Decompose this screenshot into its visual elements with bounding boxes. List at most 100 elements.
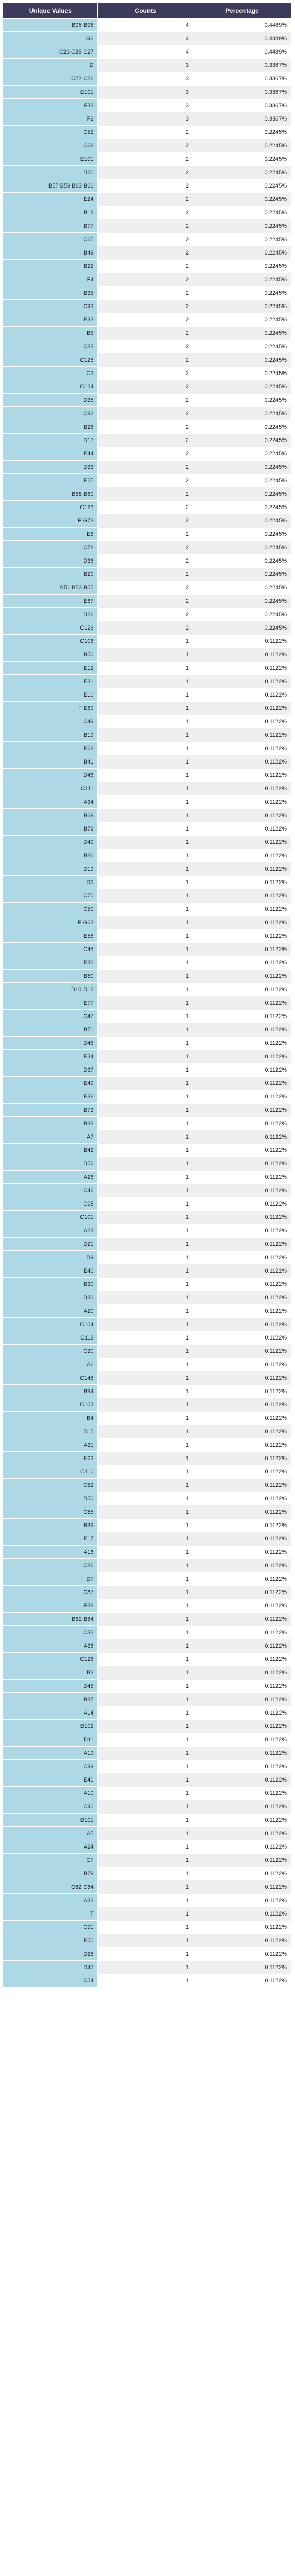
count-cell: 1 — [97, 1719, 193, 1733]
unique-value-cell: E17 — [3, 1532, 99, 1546]
percentage-cell: 0.2245% — [193, 246, 292, 260]
count-cell: 2 — [97, 326, 193, 340]
table-row: C111 1 0.1122% — [3, 782, 292, 795]
table-row: B96 B98 4 0.4489% — [3, 18, 292, 32]
count-cell: 2 — [97, 433, 193, 447]
count-cell: 4 — [97, 18, 193, 32]
table-header: Unique Values Counts Percentage — [2, 3, 292, 19]
unique-value-cell: C90 — [3, 1800, 99, 1814]
count-cell: 2 — [97, 487, 193, 501]
table-row: D33 2 0.2245% — [3, 460, 292, 474]
percentage-cell: 0.1122% — [193, 1478, 292, 1492]
count-cell: 1 — [97, 1880, 193, 1894]
table-row: E31 1 0.1122% — [3, 674, 292, 688]
count-cell: 2 — [97, 500, 193, 514]
count-cell: 2 — [97, 447, 193, 461]
percentage-cell: 0.1122% — [193, 1773, 292, 1787]
count-cell: 1 — [97, 1786, 193, 1800]
count-cell: 1 — [97, 1585, 193, 1599]
unique-value-cell: D30 — [3, 1291, 99, 1304]
header-unique-values[interactable]: Unique Values — [2, 3, 99, 19]
count-cell: 1 — [97, 1532, 193, 1546]
unique-value-cell: B71 — [3, 1023, 99, 1037]
unique-value-cell: E33 — [3, 313, 99, 327]
count-cell: 1 — [97, 1625, 193, 1639]
percentage-cell: 0.1122% — [193, 835, 292, 849]
count-cell: 1 — [97, 1545, 193, 1559]
percentage-cell: 0.1122% — [193, 969, 292, 983]
table-row: B39 1 0.1122% — [3, 1518, 292, 1532]
table-row: A19 1 0.1122% — [3, 1746, 292, 1760]
count-cell: 1 — [97, 1103, 193, 1117]
unique-value-cell: B69 — [3, 808, 99, 822]
count-cell: 1 — [97, 1974, 193, 1988]
unique-value-cell: B49 — [3, 246, 99, 260]
unique-value-cell: B39 — [3, 1518, 99, 1532]
unique-value-cell: B77 — [3, 219, 99, 233]
table-row: A20 1 0.1122% — [3, 1304, 292, 1318]
unique-value-cell: C22 C26 — [3, 72, 99, 86]
unique-value-cell: C85 — [3, 1505, 99, 1519]
percentage-cell: 0.2245% — [193, 487, 292, 501]
table-row: B19 1 0.1122% — [3, 728, 292, 742]
unique-value-cell: C103 — [3, 1398, 99, 1412]
header-percentage[interactable]: Percentage — [192, 3, 292, 19]
table-row: E25 2 0.2245% — [3, 473, 292, 487]
count-cell: 1 — [97, 1049, 193, 1063]
percentage-cell: 0.1122% — [193, 1344, 292, 1358]
table-row: C65 2 0.2245% — [3, 232, 292, 246]
table-row: C50 1 0.1122% — [3, 902, 292, 916]
table-row: C68 2 0.2245% — [3, 139, 292, 152]
header-counts[interactable]: Counts — [97, 3, 193, 19]
unique-value-cell: E10 — [3, 688, 99, 702]
count-cell: 1 — [97, 1907, 193, 1921]
count-cell: 1 — [97, 1398, 193, 1412]
unique-value-cell: D — [3, 58, 99, 72]
unique-value-cell: C46 — [3, 1183, 99, 1197]
count-cell: 2 — [97, 259, 193, 273]
count-cell: 2 — [97, 273, 193, 286]
percentage-cell: 0.1122% — [193, 1840, 292, 1854]
percentage-cell: 0.1122% — [193, 715, 292, 728]
count-cell: 1 — [97, 1800, 193, 1814]
count-cell: 1 — [97, 1947, 193, 1961]
count-cell: 2 — [97, 540, 193, 554]
unique-value-cell: B30 — [3, 1277, 99, 1291]
unique-value-cell: C91 — [3, 1920, 99, 1934]
percentage-cell: 0.2245% — [193, 393, 292, 407]
percentage-cell: 0.1122% — [193, 1572, 292, 1586]
percentage-cell: 0.1122% — [193, 1505, 292, 1519]
unique-value-cell: B79 — [3, 1867, 99, 1880]
unique-value-cell: D15 — [3, 1425, 99, 1438]
percentage-cell: 0.1122% — [193, 688, 292, 702]
percentage-cell: 0.1122% — [193, 956, 292, 970]
table-row: E24 2 0.2245% — [3, 192, 292, 206]
percentage-cell: 0.1122% — [193, 1425, 292, 1438]
unique-value-cell: E8 — [3, 527, 99, 541]
unique-value-cell: C95 — [3, 1197, 99, 1211]
table-row: C2 2 0.2245% — [3, 366, 292, 380]
table-row: B28 2 0.2245% — [3, 420, 292, 434]
count-cell: 1 — [97, 1652, 193, 1666]
percentage-cell: 0.1122% — [193, 1170, 292, 1184]
table-row: B18 2 0.2245% — [3, 206, 292, 219]
percentage-cell: 0.1122% — [193, 942, 292, 956]
percentage-cell: 0.1122% — [193, 1076, 292, 1090]
unique-value-cell: E44 — [3, 447, 99, 461]
unique-value-cell: B57 B59 B63 B66 — [3, 179, 99, 193]
table-row: F G63 1 0.1122% — [3, 916, 292, 929]
percentage-cell: 0.1122% — [193, 1652, 292, 1666]
unique-value-cell: C118 — [3, 1331, 99, 1345]
percentage-cell: 0.2245% — [193, 540, 292, 554]
percentage-cell: 0.2245% — [193, 554, 292, 568]
table-row: C46 1 0.1122% — [3, 1183, 292, 1197]
percentage-cell: 0.1122% — [193, 1438, 292, 1452]
table-row: D50 1 0.1122% — [3, 1492, 292, 1505]
table-row: E50 1 0.1122% — [3, 1934, 292, 1947]
percentage-cell: 0.1122% — [193, 674, 292, 688]
unique-value-cell: D10 D12 — [3, 982, 99, 996]
unique-value-cell: D11 — [3, 1733, 99, 1747]
count-cell: 1 — [97, 1036, 193, 1050]
percentage-cell: 0.1122% — [193, 1719, 292, 1733]
unique-value-cell: C2 — [3, 366, 99, 380]
